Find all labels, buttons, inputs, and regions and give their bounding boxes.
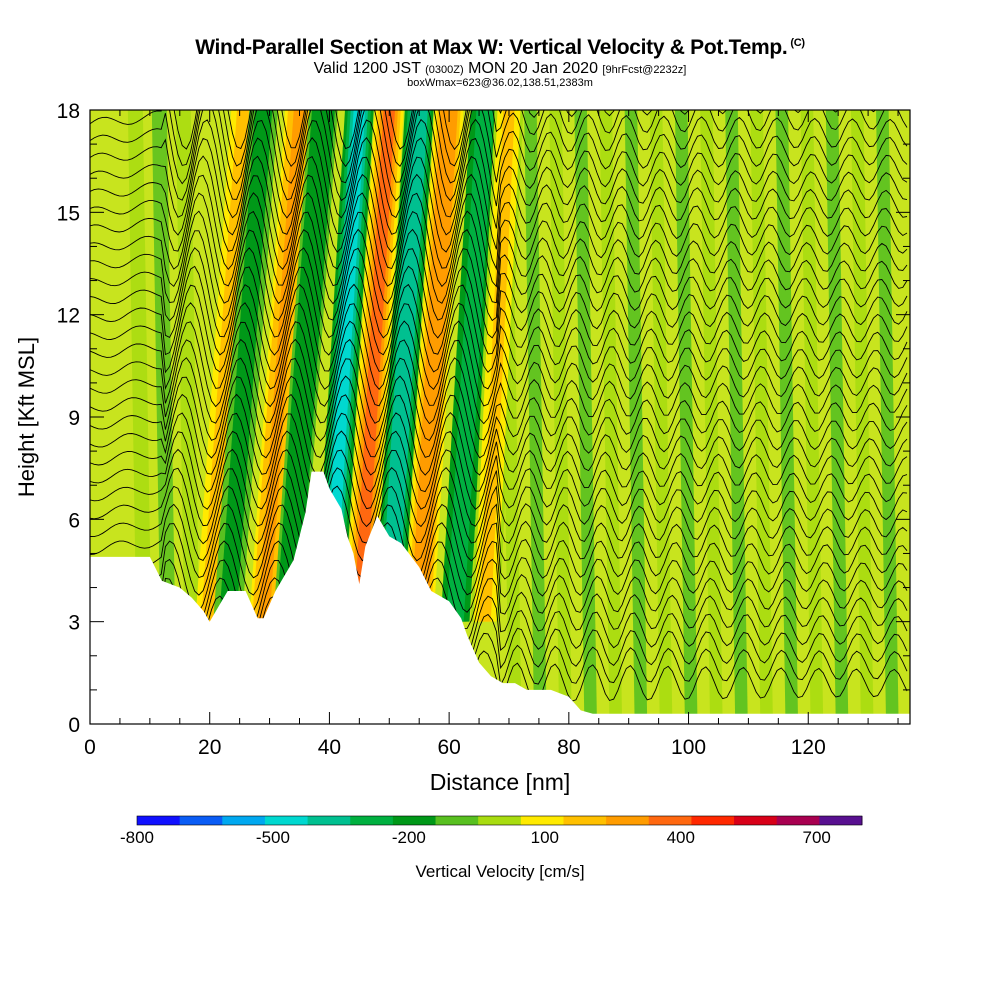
velocity-band bbox=[203, 110, 252, 622]
colorbar-swatch bbox=[350, 816, 394, 825]
isentrope-line bbox=[90, 522, 908, 596]
x-tick-label: 40 bbox=[318, 736, 341, 759]
colorbar-tick-label: -200 bbox=[391, 828, 426, 847]
isentrope-line bbox=[90, 430, 908, 510]
x-tick-label: 20 bbox=[198, 736, 221, 759]
colorbar-tick-label: -500 bbox=[255, 828, 290, 847]
colorbar-swatch bbox=[520, 816, 564, 825]
isentrope-line bbox=[90, 577, 908, 648]
weak-wave-band bbox=[825, 110, 849, 724]
colorbar-swatch bbox=[776, 816, 820, 825]
weak-wave-band bbox=[524, 110, 547, 724]
colorbar-tick-label: 100 bbox=[530, 828, 559, 847]
colorbar-swatch bbox=[606, 816, 650, 825]
x-tick-label: 0 bbox=[84, 736, 96, 759]
velocity-band bbox=[449, 110, 491, 622]
plot-area bbox=[90, 110, 910, 724]
y-tick-label: 6 bbox=[68, 509, 80, 532]
isentrope-line bbox=[90, 110, 908, 185]
weak-wave-band bbox=[549, 110, 572, 724]
colorbar-tick-label: -800 bbox=[119, 828, 155, 847]
colorbar-swatch bbox=[648, 816, 692, 825]
y-tick-label: 0 bbox=[68, 714, 80, 737]
colorbar-swatch bbox=[179, 816, 223, 825]
isentrope-line bbox=[90, 173, 908, 271]
velocity-band bbox=[323, 110, 366, 622]
valid-date: MON 20 Jan 2020 bbox=[468, 60, 598, 77]
colorbar-tick-label: 400 bbox=[666, 828, 695, 847]
colorbar-swatch bbox=[435, 816, 479, 825]
x-tick-label: 100 bbox=[671, 736, 706, 759]
isentrope-line bbox=[90, 357, 908, 442]
isentrope-line bbox=[90, 540, 908, 613]
valid-time: Valid 1200 JST bbox=[313, 60, 421, 77]
box-wmax-info: boxWmax=623@36.02,138.51,2383m bbox=[407, 77, 593, 89]
x-axis-label: Distance [nm] bbox=[430, 769, 571, 795]
isentrope-line bbox=[90, 485, 908, 562]
colorbar-title: Vertical Velocity [cm/s] bbox=[415, 862, 585, 881]
y-tick-label: 15 bbox=[57, 202, 80, 225]
colorbar-tick-labels: -800 -500 -200 100 400 700 bbox=[0, 828, 1000, 848]
colorbar-swatch bbox=[222, 816, 266, 825]
colorbar-swatch bbox=[563, 816, 607, 825]
weak-wave-band bbox=[750, 110, 773, 724]
colorbar-swatch bbox=[819, 816, 863, 825]
x-tick-label: 120 bbox=[791, 736, 826, 759]
colorbar-swatch bbox=[691, 816, 735, 825]
isentrope-line bbox=[90, 110, 908, 202]
weak-wave-band bbox=[151, 110, 177, 724]
colorbar-swatch bbox=[264, 816, 309, 825]
isentrope-line bbox=[90, 210, 908, 305]
isentrope-line bbox=[90, 265, 908, 356]
y-tick-label: 18 bbox=[57, 100, 80, 123]
weak-wave-band bbox=[599, 110, 623, 724]
colorbar-tick-label: 700 bbox=[802, 828, 831, 847]
colorbar-frame bbox=[136, 815, 863, 826]
colorbar-swatch bbox=[478, 816, 522, 825]
weak-wave-band bbox=[800, 110, 824, 724]
isentrope-line bbox=[90, 503, 908, 579]
title-tag: (C) bbox=[790, 37, 805, 49]
forecast-info: [9hrFcst@2232z] bbox=[602, 64, 687, 76]
velocity-band bbox=[413, 110, 455, 622]
isentrope-line bbox=[90, 137, 908, 236]
colorbar-swatch bbox=[734, 816, 778, 825]
x-tick-label: 60 bbox=[437, 736, 460, 759]
y-tick-label: 12 bbox=[57, 305, 80, 328]
isentrope-line bbox=[90, 320, 908, 408]
x-tick-label: 80 bbox=[557, 736, 580, 759]
isentrope-line bbox=[90, 118, 908, 219]
isentrope-line bbox=[90, 155, 908, 253]
isentrope-line bbox=[90, 558, 908, 631]
colorbar-swatch bbox=[392, 816, 437, 825]
isentrope-line bbox=[90, 228, 908, 322]
colorbar-swatch bbox=[307, 816, 351, 825]
y-axis-label: Height [Kft MSL] bbox=[14, 337, 39, 497]
isentrope-line bbox=[90, 338, 908, 425]
isentrope-line bbox=[90, 393, 908, 476]
velocity-band bbox=[257, 110, 306, 622]
isentrope-line bbox=[90, 412, 908, 493]
isentrope-line bbox=[90, 283, 908, 374]
isentrope-line bbox=[90, 302, 908, 391]
isentrope-line bbox=[90, 192, 908, 288]
velocity-band bbox=[383, 110, 425, 622]
valid-time-utc: (0300Z) bbox=[425, 64, 464, 76]
chart-title: Wind-Parallel Section at Max W: Vertical… bbox=[195, 36, 805, 59]
y-tick-label: 9 bbox=[68, 407, 80, 430]
isentrope-line bbox=[90, 467, 908, 545]
y-tick-label: 3 bbox=[68, 612, 80, 635]
isentrope-line bbox=[90, 247, 908, 339]
chart-subtitle: Valid 1200 JST (0300Z) MON 20 Jan 2020 [… bbox=[0, 60, 1000, 78]
isentrope-line bbox=[90, 375, 908, 459]
weak-wave-band bbox=[674, 110, 698, 724]
colorbar-swatch bbox=[137, 816, 181, 825]
terrain bbox=[90, 471, 910, 724]
weak-wave-band bbox=[876, 110, 899, 724]
isentrope-line bbox=[90, 448, 908, 528]
